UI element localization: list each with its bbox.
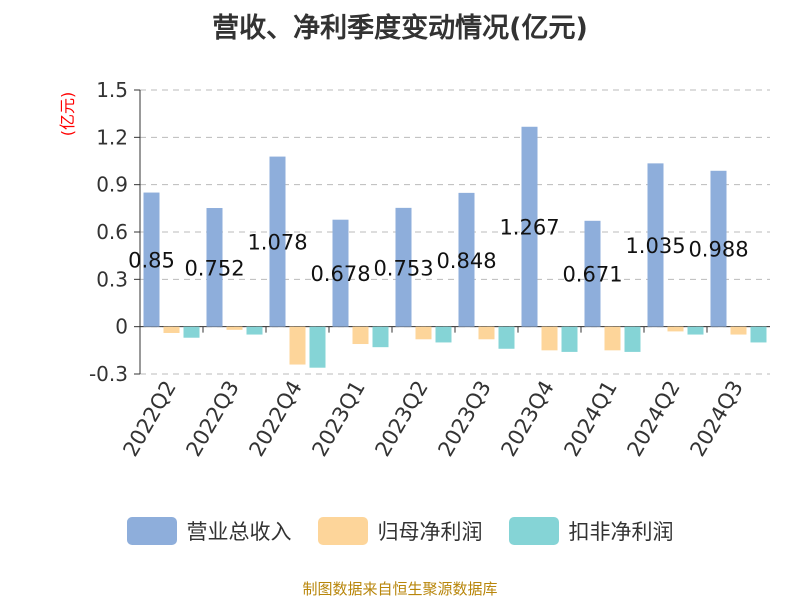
y-tick-label: 0.6 (96, 220, 128, 244)
bar-net-profit (478, 326, 495, 340)
x-tick-label: 2023Q4 (496, 377, 558, 461)
bar-deducted-net-profit (372, 326, 389, 348)
y-tick-label: 0 (115, 315, 128, 339)
bar-net-profit (289, 326, 306, 365)
y-tick-label: 1.5 (96, 78, 128, 102)
bar-net-profit (604, 326, 621, 351)
bar-deducted-net-profit (183, 326, 200, 338)
x-tick-label: 2023Q2 (370, 377, 432, 461)
legend-swatch-deducted-net-profit (508, 517, 559, 545)
x-tick-label: 2022Q4 (244, 377, 306, 461)
y-tick-label: 1.2 (96, 125, 128, 149)
y-tick-label: -0.3 (89, 362, 128, 386)
bar-net-profit (352, 326, 369, 345)
legend-label-revenue: 营业总收入 (186, 520, 292, 544)
bar-deducted-net-profit (246, 326, 263, 335)
data-label-revenue: 0.85 (128, 249, 175, 273)
x-tick-label: 2022Q3 (181, 377, 243, 461)
x-tick-label: 2023Q3 (433, 377, 495, 461)
y-tick-label: 0.3 (96, 267, 128, 291)
x-tick-label: 2023Q1 (307, 377, 369, 461)
bar-revenue (521, 126, 538, 327)
source-note: 制图数据来自恒生聚源数据库 (302, 580, 498, 598)
data-label-revenue: 0.671 (562, 263, 622, 287)
x-tick-label: 2022Q2 (118, 377, 180, 461)
data-label-revenue: 1.078 (247, 231, 307, 255)
bar-revenue (584, 220, 601, 327)
bar-net-profit (730, 326, 747, 335)
data-label-revenue: 0.752 (184, 256, 244, 280)
data-label-revenue: 0.988 (688, 238, 748, 262)
legend-swatch-revenue (126, 517, 177, 545)
legend-label-deducted-net-profit: 扣非净利润 (568, 520, 674, 544)
bar-deducted-net-profit (498, 326, 515, 349)
bar-revenue (206, 208, 223, 327)
legend-label-net-profit: 归母净利润 (377, 520, 483, 544)
legend-item-net-profit[interactable]: 归母净利润 (317, 516, 483, 546)
bar-revenue (395, 207, 412, 327)
y-tick-label: 0.9 (96, 173, 128, 197)
bar-net-profit (226, 326, 243, 330)
bar-revenue (269, 156, 286, 327)
x-tick-label: 2024Q2 (622, 377, 684, 461)
bar-deducted-net-profit (624, 326, 641, 352)
bar-deducted-net-profit (435, 326, 452, 343)
bar-revenue (458, 192, 475, 327)
data-label-revenue: 0.848 (436, 249, 496, 273)
data-label-revenue: 0.678 (310, 262, 370, 286)
bar-revenue (332, 219, 349, 327)
bar-net-profit (163, 326, 180, 333)
legend-item-revenue[interactable]: 营业总收入 (126, 516, 292, 546)
data-label-revenue: 1.267 (499, 216, 559, 240)
bar-deducted-net-profit (561, 326, 578, 352)
bar-net-profit (667, 326, 684, 332)
legend-swatch-net-profit (317, 517, 368, 545)
bar-revenue (647, 163, 664, 327)
bar-deducted-net-profit (309, 326, 326, 368)
bar-revenue (143, 192, 160, 327)
x-tick-label: 2024Q3 (685, 377, 747, 461)
x-tick-label: 2024Q1 (559, 377, 621, 461)
bar-deducted-net-profit (750, 326, 767, 343)
chart-title: 营收、净利季度变动情况(亿元) (212, 13, 588, 44)
data-label-revenue: 0.753 (373, 256, 433, 280)
bar-net-profit (541, 326, 558, 351)
legend-item-deducted-net-profit[interactable]: 扣非净利润 (508, 516, 674, 546)
bar-revenue (710, 170, 727, 327)
bar-deducted-net-profit (687, 326, 704, 335)
bar-net-profit (415, 326, 432, 340)
legend: 营业总收入 归母净利润 扣非净利润 (0, 516, 800, 546)
data-label-revenue: 1.035 (625, 234, 685, 258)
